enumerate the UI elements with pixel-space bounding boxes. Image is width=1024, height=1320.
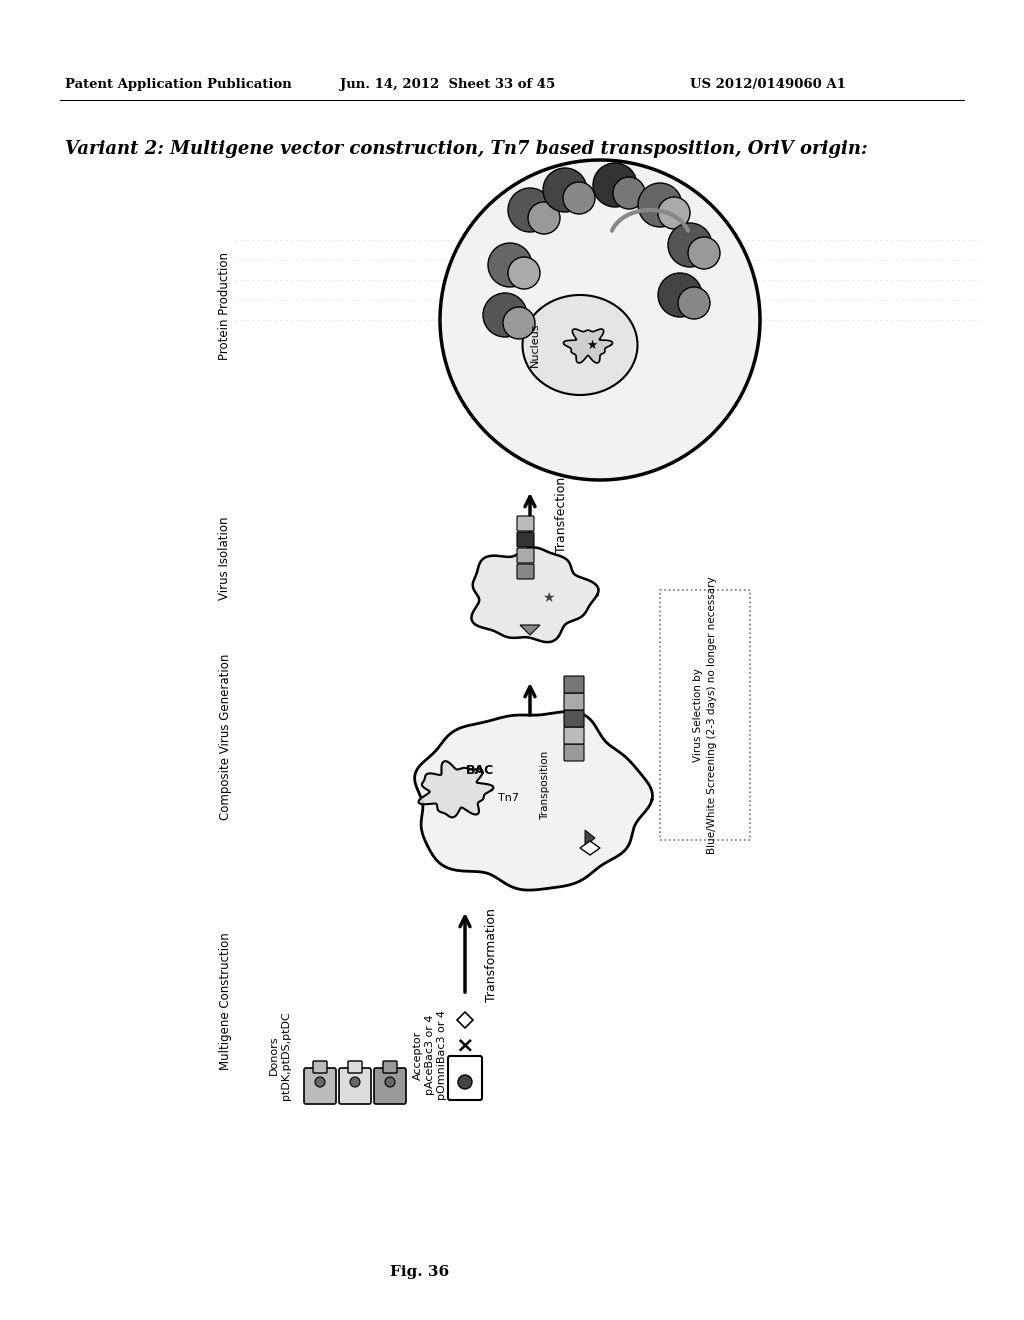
Polygon shape [471, 548, 598, 642]
Circle shape [508, 187, 552, 232]
FancyBboxPatch shape [383, 1061, 397, 1073]
Polygon shape [415, 711, 652, 890]
Circle shape [528, 202, 560, 234]
Text: Composite Virus Generation: Composite Virus Generation [218, 653, 231, 820]
Circle shape [678, 286, 710, 319]
Ellipse shape [522, 294, 638, 395]
FancyBboxPatch shape [449, 1056, 482, 1100]
Circle shape [613, 177, 645, 209]
Polygon shape [457, 1012, 473, 1028]
Text: Transposition: Transposition [540, 750, 550, 820]
Circle shape [563, 182, 595, 214]
Text: Protein Production: Protein Production [218, 252, 231, 360]
FancyBboxPatch shape [517, 564, 534, 579]
Polygon shape [520, 624, 540, 635]
Circle shape [503, 308, 535, 339]
FancyBboxPatch shape [339, 1068, 371, 1104]
Polygon shape [419, 762, 494, 817]
Circle shape [488, 243, 532, 286]
Text: Multigene Construction: Multigene Construction [218, 932, 231, 1071]
FancyBboxPatch shape [517, 548, 534, 564]
Circle shape [440, 160, 760, 480]
FancyBboxPatch shape [517, 516, 534, 531]
Text: Fig. 36: Fig. 36 [390, 1265, 450, 1279]
Text: Tn7: Tn7 [498, 793, 518, 803]
Polygon shape [563, 329, 612, 363]
Text: ×: × [456, 1035, 474, 1055]
Circle shape [688, 238, 720, 269]
Polygon shape [585, 830, 595, 846]
FancyBboxPatch shape [374, 1068, 406, 1104]
Text: Acceptor
pAceBac3 or 4
pOmniBac3 or 4: Acceptor pAceBac3 or 4 pOmniBac3 or 4 [414, 1010, 446, 1100]
Circle shape [638, 183, 682, 227]
Circle shape [458, 1074, 472, 1089]
Text: US 2012/0149060 A1: US 2012/0149060 A1 [690, 78, 846, 91]
Circle shape [658, 197, 690, 228]
FancyBboxPatch shape [564, 710, 584, 727]
Circle shape [508, 257, 540, 289]
FancyBboxPatch shape [517, 532, 534, 546]
Circle shape [350, 1077, 360, 1086]
Text: Jun. 14, 2012  Sheet 33 of 45: Jun. 14, 2012 Sheet 33 of 45 [340, 78, 555, 91]
Circle shape [658, 273, 702, 317]
Text: Transformation: Transformation [485, 908, 498, 1002]
FancyBboxPatch shape [564, 693, 584, 710]
FancyBboxPatch shape [564, 676, 584, 693]
FancyBboxPatch shape [564, 744, 584, 762]
Circle shape [593, 162, 637, 207]
Circle shape [315, 1077, 325, 1086]
Text: BAC: BAC [466, 763, 495, 776]
Text: Virus Selection by
Blue/White Screening (2-3 days) no longer necessary: Virus Selection by Blue/White Screening … [693, 577, 717, 854]
FancyBboxPatch shape [564, 727, 584, 744]
FancyBboxPatch shape [348, 1061, 362, 1073]
Text: Patent Application Publication: Patent Application Publication [65, 78, 292, 91]
FancyBboxPatch shape [660, 590, 750, 840]
Circle shape [543, 168, 587, 213]
Circle shape [668, 223, 712, 267]
Text: Variant 2: Multigene vector construction, Tn7 based transposition, OriV origin:: Variant 2: Multigene vector construction… [65, 140, 867, 158]
Text: Transfection: Transfection [555, 477, 568, 553]
Text: Virus Isolation: Virus Isolation [218, 516, 231, 601]
FancyBboxPatch shape [313, 1061, 327, 1073]
Text: Nucleus: Nucleus [530, 323, 540, 367]
FancyBboxPatch shape [304, 1068, 336, 1104]
Text: ★: ★ [542, 591, 554, 605]
Circle shape [385, 1077, 395, 1086]
Text: Donors
ptDK,ptDS,ptDC: Donors ptDK,ptDS,ptDC [269, 1011, 291, 1100]
Circle shape [483, 293, 527, 337]
Text: ★: ★ [587, 338, 598, 351]
Polygon shape [580, 841, 600, 855]
